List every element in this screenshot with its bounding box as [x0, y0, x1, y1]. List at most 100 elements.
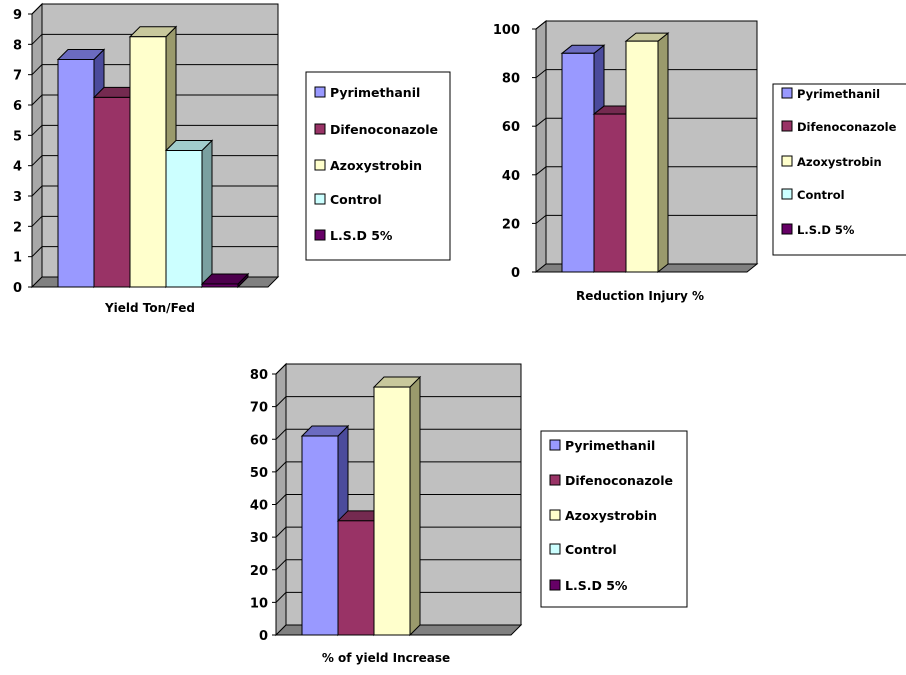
- y-tick-label: 60: [250, 433, 268, 448]
- gridline: [275, 363, 521, 375]
- legend-swatch: [781, 223, 793, 235]
- legend-item-l-s-d-5: L.S.D 5%: [781, 223, 855, 237]
- y-tick-label: 40: [250, 499, 268, 514]
- gridline: [535, 20, 757, 30]
- bar-front: [593, 113, 627, 273]
- legend-swatch: [549, 439, 561, 451]
- y-tick-label: 1: [13, 251, 22, 266]
- bar-side: [657, 32, 669, 274]
- chart-3: 0 10 20 30 40 50 60 70 80 % of yield Increase Pyri…: [250, 362, 688, 665]
- legend-item-azoxystrobin: Azoxystrobin: [781, 155, 882, 169]
- legend-label: Control: [330, 192, 382, 207]
- legend-item-difenoconazole: Difenoconazole: [314, 122, 438, 137]
- legend: Pyrimethanil Difenoconazole Azoxystrobin Co…: [305, 71, 451, 261]
- bar-front: [301, 435, 339, 636]
- legend-label: L.S.D 5%: [797, 223, 855, 237]
- y-tick-label: 5: [13, 129, 22, 144]
- gridline: [275, 428, 521, 440]
- legend-swatch: [314, 193, 326, 205]
- y-tick-label: 3: [13, 190, 22, 205]
- legend-box: [540, 430, 688, 608]
- chart-2: 0 20 40 60 80 100 Reduction Injury % Pyrimethan…: [493, 19, 906, 303]
- legend-label: Control: [797, 188, 845, 202]
- legend-swatch: [781, 188, 793, 200]
- legend-label: Pyrimethanil: [330, 85, 420, 100]
- legend-swatch: [781, 120, 793, 132]
- y-tick-label: 0: [259, 629, 268, 644]
- gridline: [535, 166, 757, 176]
- gridline: [275, 591, 521, 603]
- y-tick-label: 50: [250, 466, 268, 481]
- bar-side: [201, 139, 213, 289]
- bar-azoxystrobin: [624, 32, 670, 274]
- legend-label: Difenoconazole: [565, 473, 673, 488]
- legend-item-difenoconazole: Difenoconazole: [549, 473, 673, 488]
- gridline: [275, 461, 521, 473]
- plot-side-wall: [31, 2, 43, 289]
- legend-swatch: [314, 86, 326, 98]
- y-tick-label: 60: [502, 120, 520, 135]
- legend-item-pyrimethanil: Pyrimethanil: [549, 438, 655, 453]
- legend-item-difenoconazole: Difenoconazole: [781, 120, 897, 134]
- bar-front: [57, 59, 95, 288]
- gridline: [275, 559, 521, 571]
- legend-item-azoxystrobin: Azoxystrobin: [549, 508, 657, 523]
- gridline: [31, 64, 278, 76]
- plot-side-wall: [535, 19, 547, 274]
- x-axis-label: Reduction Injury %: [576, 289, 704, 303]
- bar-front: [201, 283, 239, 288]
- legend: Pyrimethanil Difenoconazole Azoxystrobin Co…: [772, 83, 906, 256]
- y-tick-label: 100: [493, 23, 520, 38]
- legend-label: Control: [565, 542, 617, 557]
- legend: Pyrimethanil Difenoconazole Azoxystrobin Co…: [540, 430, 688, 608]
- legend-label: Azoxystrobin: [797, 155, 882, 169]
- gridline: [275, 526, 521, 538]
- bar-front: [165, 150, 203, 288]
- legend-label: L.S.D 5%: [330, 228, 393, 243]
- legend-item-l-s-d-5: L.S.D 5%: [314, 228, 393, 243]
- legend-swatch: [781, 87, 793, 99]
- y-tick-label: 0: [511, 266, 520, 281]
- gridline: [31, 94, 278, 106]
- legend-swatch: [549, 474, 561, 486]
- bar-l-s-d-5: [200, 272, 250, 289]
- legend-swatch: [781, 155, 793, 167]
- x-axis-label: % of yield Increase: [322, 651, 450, 665]
- bar-control: [164, 139, 214, 289]
- x-axis-label: Yield Ton/Fed: [104, 301, 195, 315]
- legend-label: L.S.D 5%: [565, 578, 628, 593]
- gridline: [275, 396, 521, 407]
- legend-swatch: [314, 229, 326, 241]
- gridline: [31, 33, 278, 45]
- bar-front: [93, 96, 131, 288]
- y-tick-label: 80: [502, 72, 520, 87]
- legend-label: Azoxystrobin: [565, 508, 657, 523]
- y-tick-label: 8: [13, 38, 22, 53]
- legend-item-control: Control: [781, 188, 845, 202]
- y-tick-label: 9: [13, 8, 22, 23]
- bar-front: [561, 52, 595, 273]
- y-tick-label: 10: [250, 596, 268, 611]
- legend-item-azoxystrobin: Azoxystrobin: [314, 158, 422, 173]
- gridline: [275, 494, 521, 505]
- legend-swatch: [549, 509, 561, 521]
- y-tick-label: 20: [250, 564, 268, 579]
- bar-front: [373, 386, 411, 636]
- bar-azoxystrobin: [372, 375, 422, 637]
- legend-label: Azoxystrobin: [330, 158, 422, 173]
- gridline: [31, 3, 278, 15]
- legend-swatch: [549, 579, 561, 591]
- legend-box: [305, 71, 451, 261]
- y-tick-label: 20: [502, 217, 520, 232]
- gridline: [535, 69, 757, 78]
- legend-box: [772, 83, 906, 256]
- bar-front: [625, 40, 659, 273]
- legend-label: Difenoconazole: [797, 120, 897, 134]
- legend-label: Pyrimethanil: [797, 87, 880, 101]
- bar-front: [337, 520, 375, 636]
- chart-1: 0 1 2 3 4 5 6 7 8 9 Yield Ton/Fed Pyrimethanil Difen…: [13, 2, 451, 315]
- y-tick-label: 4: [13, 160, 22, 175]
- y-tick-label: 80: [250, 368, 268, 383]
- bar-side: [409, 375, 421, 637]
